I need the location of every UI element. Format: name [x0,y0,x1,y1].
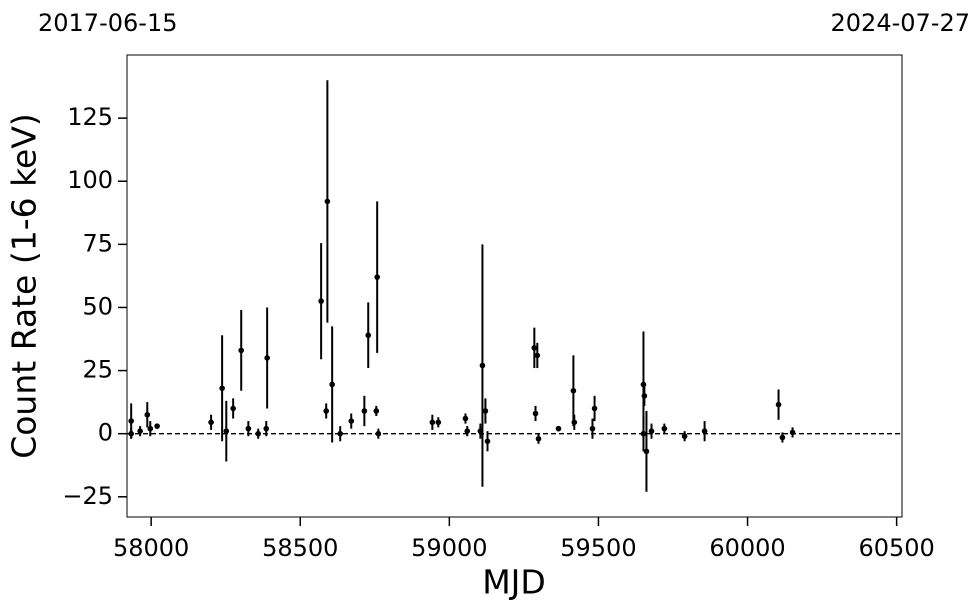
data-point [128,430,134,437]
x-tick-label: 60500 [858,534,934,562]
data-point [208,419,214,426]
data-point [373,408,380,414]
data-point [571,419,578,426]
data-point [661,425,668,432]
y-tick-label: 50 [82,292,113,320]
data-point [779,434,786,441]
data-point [365,332,372,339]
y-tick-label: 0 [98,419,113,447]
data-point [484,438,491,445]
data-point [255,430,262,437]
data-point [323,408,329,414]
data-point [589,425,596,432]
end-date-label: 2024-07-27 [831,9,970,37]
data-point [775,401,782,408]
data-point [534,352,541,359]
data-point [337,430,344,437]
data-point [532,410,539,417]
data-point [154,423,160,429]
data-point [641,393,648,399]
data-point [531,345,538,351]
data-point [137,428,143,434]
x-tick-label: 59000 [411,534,487,562]
data-point [144,411,151,418]
data-point [374,274,380,280]
data-point [479,362,486,369]
data-point [640,430,647,437]
data-point [648,428,655,434]
x-tick-label: 58000 [113,534,189,562]
data-point [375,430,382,437]
data-point [681,433,688,440]
data-point [348,418,355,424]
data-point [555,425,562,432]
y-axis-label: Count Rate (1-6 keV) [5,113,44,459]
plot-frame [126,54,903,518]
x-tick-label: 58500 [262,534,338,562]
y-tick-label: 100 [67,166,113,194]
data-point [591,405,598,412]
start-date-label: 2017-06-15 [38,9,177,37]
data-point [264,355,270,361]
y-tick-label: 25 [82,356,113,384]
data-point [570,387,577,394]
data-point [329,381,335,388]
data-point [429,419,436,426]
x-axis-label: MJD [482,563,546,602]
data-point [238,347,245,354]
data-point [219,385,225,392]
data-point [535,435,542,442]
data-point [324,198,331,205]
y-tick-label: 75 [82,229,113,257]
data-point [223,428,230,434]
data-point [789,429,796,436]
data-point [128,418,134,424]
data-point [263,425,270,432]
data-point [701,428,708,434]
y-tick-label: 125 [67,103,113,131]
data-point [245,425,252,432]
data-point [361,408,368,414]
data-point [435,419,442,426]
data-point [147,425,154,432]
x-tick-label: 59500 [560,534,636,562]
y-tick-label: −25 [62,482,113,510]
data-point [318,298,324,304]
x-tick-label: 60000 [709,534,785,562]
data-point [464,428,471,434]
data-point [643,448,650,455]
data-point [230,405,236,412]
data-point [482,408,489,414]
data-point [462,415,469,422]
